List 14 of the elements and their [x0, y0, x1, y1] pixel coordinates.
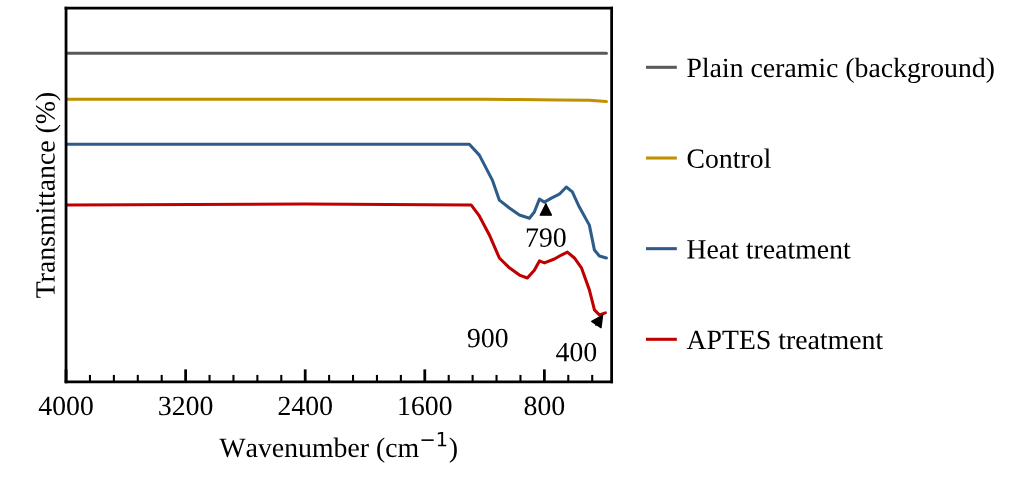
- annotation: 400: [556, 342, 597, 362]
- legend-label: Control: [687, 148, 771, 169]
- legend-label: Heat treatment: [687, 240, 851, 259]
- x-tick-label: 2400: [278, 396, 332, 416]
- legend-label: Plain ceramic (background): [687, 57, 994, 84]
- x-tick-label: 800: [524, 396, 565, 416]
- x-tick-label: 4000: [38, 396, 93, 416]
- x-tick-label: 3200: [159, 396, 213, 416]
- legend-label: APTES treatment: [686, 330, 883, 350]
- x-axis-title: Wavenumber (cm$^{−1}$): [219, 432, 457, 463]
- annotation: 790: [526, 228, 566, 247]
- x-tick-label: 1600: [399, 396, 452, 416]
- annotation: 900: [467, 328, 508, 348]
- y-axis-title: Transmittance (%): [35, 93, 61, 298]
